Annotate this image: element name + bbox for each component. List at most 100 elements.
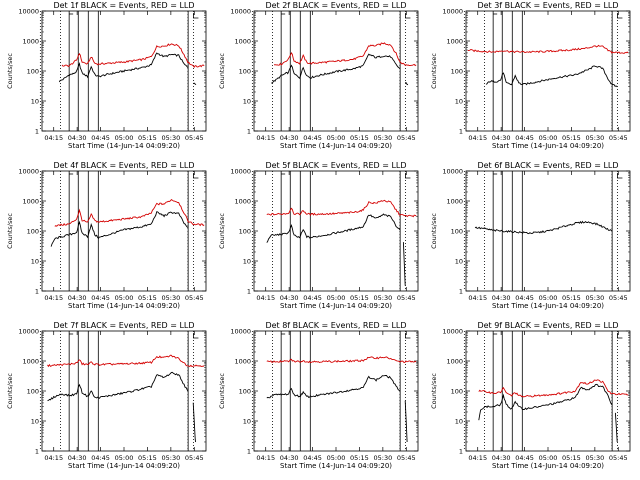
x-tick-label: 05:30: [161, 134, 180, 142]
y-tick-label: 10000: [442, 7, 463, 15]
x-tick-label: 04:30: [492, 294, 511, 302]
series-line-tail: [192, 402, 197, 443]
marker-flag: [617, 173, 623, 179]
x-tick-label: 05:00: [327, 134, 346, 142]
chart-panel-8: Det 8f BLACK = Events, RED = LLD 1 10 100 10…: [218, 321, 419, 470]
marker-flag: [617, 333, 623, 339]
x-axis-label: Start Time (14-Jun-14 04:09:20): [492, 302, 604, 310]
y-tick-label: 1000: [22, 37, 39, 45]
x-axis-label: Start Time (14-Jun-14 04:09:20): [492, 142, 604, 150]
x-axis-label: Start Time (14-Jun-14 04:09:20): [280, 462, 392, 470]
x-tick-label: 05:00: [115, 294, 134, 302]
y-tick-label: 100: [451, 387, 463, 395]
x-tick-label: 05:45: [397, 454, 416, 462]
x-tick-label: 05:45: [185, 454, 204, 462]
y-tick-label: 10: [31, 257, 39, 265]
y-tick-label: 1000: [446, 37, 463, 45]
series-line-tail: [405, 81, 409, 86]
x-tick-label: 04:30: [280, 134, 299, 142]
x-tick-label: 04:45: [91, 294, 110, 302]
y-tick-label: 10000: [442, 327, 463, 335]
y-tick-label: 10000: [18, 167, 39, 175]
chart-panel-9: Det 9f BLACK = Events, RED = LLD 1 10 100 10…: [430, 321, 631, 470]
x-tick-label: 05:15: [350, 294, 369, 302]
x-axis-label: Start Time (14-Jun-14 04:09:20): [68, 462, 180, 470]
x-tick-label: 05:15: [562, 454, 581, 462]
x-tick-label: 05:30: [585, 454, 604, 462]
x-tick-label: 05:15: [350, 454, 369, 462]
marker-flag: [405, 13, 411, 19]
x-tick-label: 05:00: [539, 294, 558, 302]
series-line-secondary: [467, 44, 629, 54]
x-tick-label: 04:45: [91, 134, 110, 142]
y-tick-label: 100: [239, 227, 251, 235]
y-tick-label: 1000: [446, 357, 463, 365]
y-tick-label: 100: [27, 227, 39, 235]
x-tick-label: 05:45: [609, 454, 628, 462]
x-tick-label: 05:30: [585, 294, 604, 302]
chart-title: Det 7f BLACK = Events, RED = LLD: [53, 321, 194, 330]
y-tick-label: 1000: [234, 197, 251, 205]
x-tick-label: 04:15: [256, 134, 275, 142]
chart-title: Det 4f BLACK = Events, RED = LLD: [53, 161, 194, 170]
x-tick-label: 04:30: [280, 454, 299, 462]
x-tick-label: 05:00: [115, 134, 134, 142]
chart-title: Det 3f BLACK = Events, RED = LLD: [477, 1, 618, 10]
x-tick-label: 05:00: [327, 454, 346, 462]
y-axis-label: Counts/sec: [6, 373, 14, 409]
series-line-tail: [402, 242, 406, 286]
marker-flag: [193, 333, 199, 339]
x-tick-label: 05:30: [585, 134, 604, 142]
x-tick-label: 04:15: [468, 454, 487, 462]
series-line: [271, 53, 401, 84]
x-tick-label: 04:30: [280, 294, 299, 302]
y-tick-label: 1: [459, 287, 463, 295]
chart-panel-4: Det 4f BLACK = Events, RED = LLD 1 10 100 10…: [6, 161, 207, 310]
chart-title: Det 6f BLACK = Events, RED = LLD: [477, 161, 618, 170]
y-axis-label: Counts/sec: [430, 53, 438, 89]
marker-flag: [405, 173, 411, 179]
x-tick-label: 04:45: [91, 454, 110, 462]
y-tick-label: 10000: [18, 327, 39, 335]
plot-frame: [41, 170, 207, 292]
x-tick-label: 05:15: [562, 134, 581, 142]
x-tick-label: 04:15: [44, 134, 63, 142]
x-tick-label: 05:30: [373, 294, 392, 302]
x-tick-label: 05:45: [185, 134, 204, 142]
chart-title: Det 5f BLACK = Events, RED = LLD: [265, 161, 406, 170]
y-tick-label: 10000: [442, 167, 463, 175]
x-tick-label: 04:45: [515, 294, 534, 302]
y-tick-label: 10000: [230, 167, 251, 175]
series-line-secondary: [478, 379, 629, 398]
x-tick-label: 05:30: [373, 134, 392, 142]
y-axis-label: Counts/sec: [6, 53, 14, 89]
x-tick-label: 05:15: [138, 294, 157, 302]
x-tick-label: 04:45: [303, 134, 322, 142]
marker-flag: [193, 13, 199, 19]
y-axis-label: Counts/sec: [430, 213, 438, 249]
chart-panel-3: Det 3f BLACK = Events, RED = LLD 1 10 100 10…: [430, 1, 631, 150]
x-tick-label: 04:30: [68, 454, 87, 462]
series-line-secondary: [266, 199, 417, 218]
x-tick-label: 05:30: [373, 454, 392, 462]
x-tick-label: 04:15: [44, 294, 63, 302]
chart-title: Det 8f BLACK = Events, RED = LLD: [265, 321, 406, 330]
y-tick-label: 10: [243, 257, 251, 265]
y-tick-label: 1000: [22, 357, 39, 365]
x-tick-label: 04:15: [44, 454, 63, 462]
y-tick-label: 1: [247, 287, 251, 295]
y-tick-label: 10: [243, 97, 251, 105]
marker-flag: [617, 13, 623, 19]
x-tick-label: 05:00: [327, 294, 346, 302]
x-tick-label: 05:45: [609, 294, 628, 302]
series-line: [485, 65, 618, 88]
series-line: [58, 52, 189, 83]
x-tick-label: 04:45: [515, 454, 534, 462]
chart-title: Det 1f BLACK = Events, RED = LLD: [53, 1, 194, 10]
y-tick-label: 100: [451, 227, 463, 235]
x-tick-label: 04:30: [68, 134, 87, 142]
x-axis-label: Start Time (14-Jun-14 04:09:20): [280, 302, 392, 310]
series-line-tail: [193, 82, 197, 86]
x-tick-label: 04:45: [515, 134, 534, 142]
